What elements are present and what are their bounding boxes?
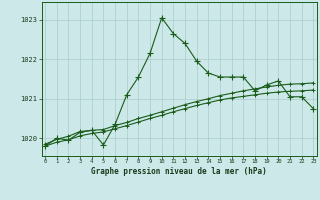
- X-axis label: Graphe pression niveau de la mer (hPa): Graphe pression niveau de la mer (hPa): [91, 167, 267, 176]
